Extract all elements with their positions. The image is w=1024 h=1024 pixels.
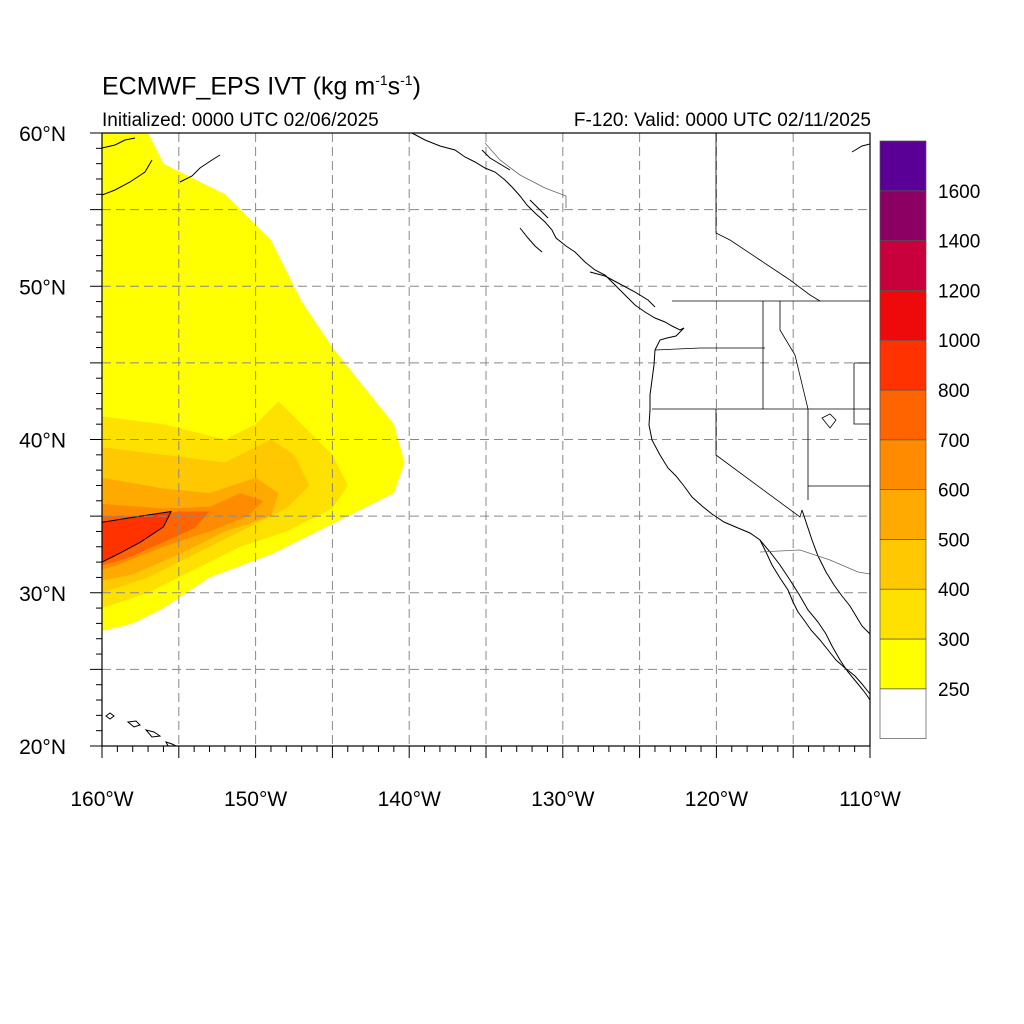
colorbar-box [879,489,927,540]
ivt-band-800 [102,511,172,563]
lon-tick-label: 110°W [839,788,901,811]
initialized-text: Initialized: 0000 UTC 02/06/2025 [102,110,379,131]
great-salt-lake [821,413,837,429]
coastline-west-us [648,327,870,695]
coastline-baja [759,509,870,701]
colorbar-box [879,439,927,490]
colorbar-label: 1000 [938,331,980,352]
coastlines-and-borders [102,133,870,746]
colorbar: 250 300 400 500 600 700 800 1000 1200 1400 1600 [879,140,980,739]
lon-tick-label: 150°W [224,788,287,811]
valid-time-text: F-120: Valid: 0000 UTC 02/11/2025 [573,110,871,131]
colorbar-box [879,339,927,391]
coastline-hudson-fragment [851,143,870,153]
lon-tick-label: 130°W [531,788,594,811]
colorbar-box [879,588,927,640]
colorbar-box [879,140,927,192]
title-end: ) [412,72,421,101]
title-exp1: -1 [375,72,388,88]
contour-line [102,510,172,563]
title-mid: s [387,72,401,101]
colorbar-label: 800 [938,381,970,402]
colorbar-label: 400 [938,580,970,601]
border-alaska-canada [484,142,567,208]
chart-title: ECMWF_EPS IVT (kg m-1s-1) [102,72,421,101]
coastline-islands-bc [481,149,656,308]
colorbar-box [879,290,927,341]
lat-lon-grid [102,133,870,746]
colorbar-box [879,389,927,441]
lat-tick-label: 60°N [19,123,66,146]
state-borders [652,133,870,518]
lat-tick-label: 50°N [19,276,66,299]
colorbar-box [879,539,927,590]
axis-tick-labels: 160°W 150°W 140°W 130°W 120°W 110°W 20°N 30°N 40… [19,123,901,811]
colorbar-label: 300 [938,630,970,651]
colorbar-label: 500 [938,530,970,551]
ivt-shading [102,133,405,632]
colorbar-label: 1400 [938,232,980,253]
colorbar-box [879,240,927,291]
lon-tick-label: 120°W [685,788,748,811]
ivt-contour-800 [102,510,172,563]
lat-tick-label: 30°N [19,583,66,606]
title-main: ECMWF_EPS IVT (kg m [102,72,376,101]
colorbar-label: 1200 [938,281,980,302]
colorbar-box [879,190,927,241]
colorbar-label: 1600 [938,182,980,203]
colorbar-label: 600 [938,481,970,502]
colorbar-box [879,688,927,739]
coastline-alaska-peninsula [102,137,221,196]
colorbar-label: 250 [938,680,970,701]
axis-ticks [90,132,871,758]
title-exp2: -1 [400,72,413,88]
lon-tick-label: 140°W [378,788,441,811]
lat-tick-label: 40°N [19,430,66,453]
coastline-hawaii [105,712,177,746]
colorbar-box [879,638,927,690]
border-us-mexico [759,549,870,575]
coastline-alaska [411,133,685,331]
colorbar-label: 700 [938,431,970,452]
lat-tick-label: 20°N [19,736,66,759]
lon-tick-label: 160°W [70,788,133,811]
